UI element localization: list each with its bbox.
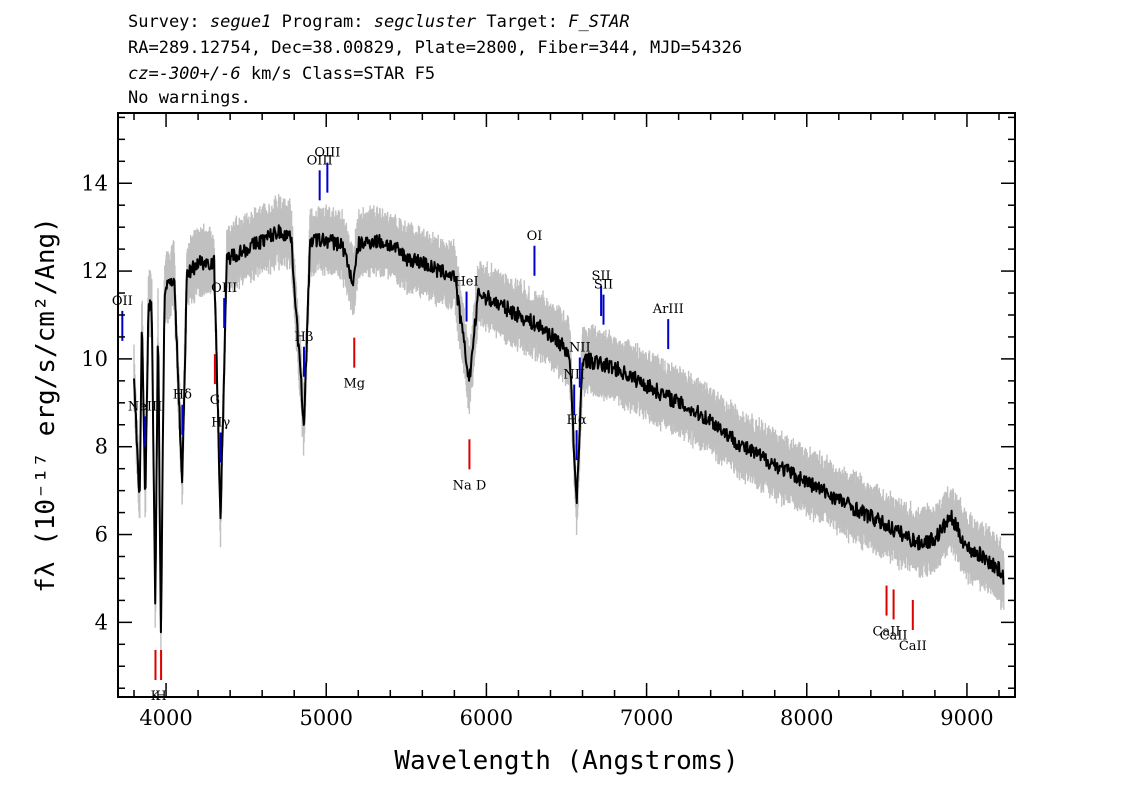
x-tick-label: 9000 (940, 706, 993, 730)
y-tick-label: 14 (81, 171, 108, 195)
program-name: segcluster (373, 12, 477, 32)
emission-line-label: NII (569, 340, 591, 355)
absorption-line-label: G (210, 393, 220, 408)
x-tick-label: 5000 (300, 706, 353, 730)
x-tick-label: 4000 (139, 706, 192, 730)
absorption-line-label: Mg (343, 377, 365, 392)
emission-line-label: ArIII (652, 302, 684, 317)
emission-line-label: OIII (307, 153, 333, 168)
emission-line-label: NeIII (128, 399, 162, 414)
y-tick-label: 10 (81, 347, 108, 371)
header-line-2: RA=289.12754, Dec=38.00829, Plate=2800, … (128, 38, 743, 58)
x-axis-title: Wavelength (Angstroms) (394, 746, 738, 776)
emission-line-label: OIII (314, 146, 340, 161)
emission-line-label: Hγ (211, 415, 230, 430)
plot-frame (117, 112, 1016, 698)
x-tick-label: 6000 (460, 706, 513, 730)
emission-line-label: OIII (211, 281, 237, 296)
emission-line-label: Hδ (173, 388, 192, 403)
emission-line-label: HeI (454, 275, 478, 290)
y-tick-label: 12 (81, 259, 108, 283)
absorption-line-label: CaII (899, 639, 927, 654)
y-tick-label: 6 (95, 523, 108, 547)
absorption-line-label: CaII (873, 625, 901, 640)
survey-name: segue1 (209, 12, 272, 32)
emission-line-label: Hα (567, 413, 587, 428)
x-tick-label: 8000 (780, 706, 833, 730)
spectrum-line (133, 224, 1005, 634)
y-tick-label: 4 (95, 610, 108, 634)
header-line-4: No warnings. (128, 88, 251, 108)
emission-line-label: Hβ (295, 330, 314, 345)
absorption-line-label: CaII (880, 628, 908, 643)
absorption-line-label: Na D (453, 478, 487, 493)
y-tick-label: 8 (95, 435, 108, 459)
emission-line-label: NII (563, 368, 585, 383)
emission-line-label: SII (594, 278, 613, 293)
cz-value: cz=-300+/-6 (128, 64, 241, 84)
cz-class: km/s Class=STAR F5 (240, 64, 436, 84)
header-line-3: cz=-300+/-6 km/s Class=STAR F5 (128, 63, 435, 85)
emission-line-label: SII (592, 269, 611, 284)
header-line-1: Survey: segue1 Program: segcluster Targe… (128, 12, 630, 32)
target-name: F_STAR (568, 12, 630, 32)
emission-line-label: OII (112, 294, 133, 309)
x-tick-label: 7000 (620, 706, 673, 730)
spectrum-noise-band (133, 194, 1005, 667)
y-axis-title: fλ (10⁻¹⁷ erg/s/cm²/Ang) (31, 217, 61, 593)
emission-line-label: OI (527, 229, 543, 244)
